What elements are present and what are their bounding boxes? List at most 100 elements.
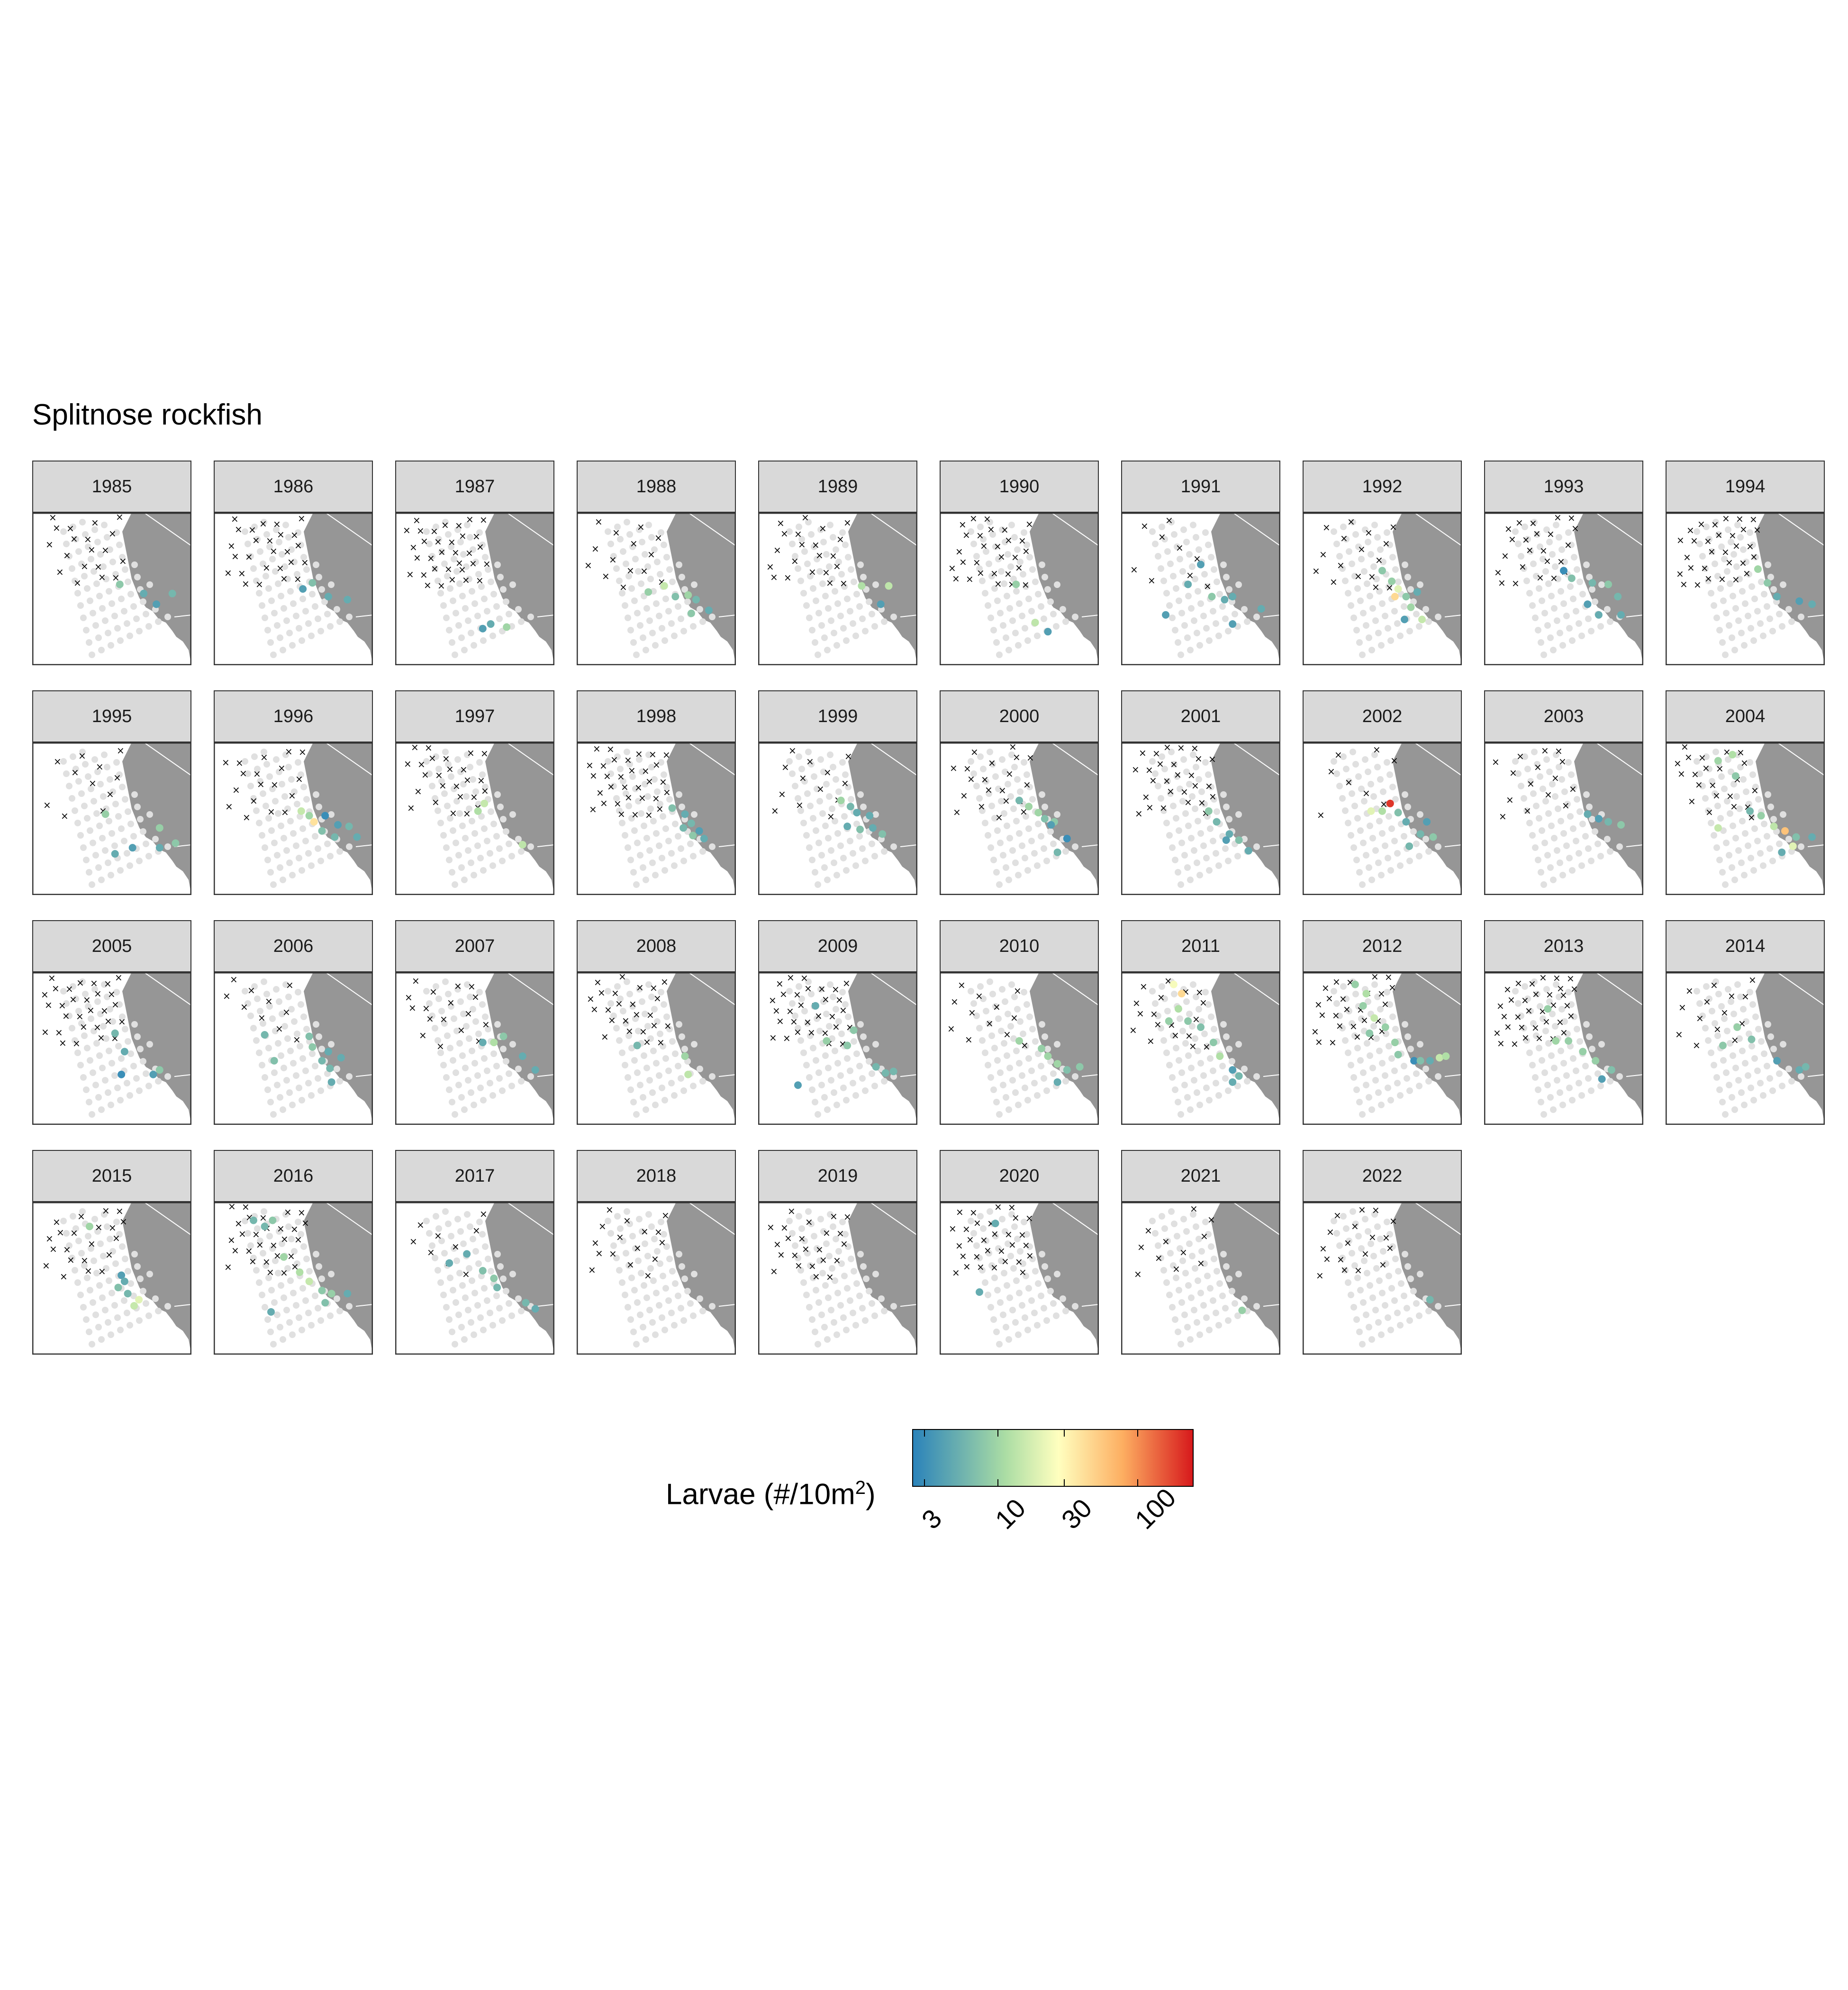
station-point xyxy=(1188,1294,1195,1301)
station-point xyxy=(1530,1020,1537,1027)
station-point xyxy=(1540,1111,1547,1118)
larvae-point xyxy=(318,827,326,835)
map-panel: × × × × × × × × × × × × × × × × × xyxy=(395,972,554,1125)
not-sampled-marker: × xyxy=(412,975,420,986)
station-point xyxy=(283,1307,290,1313)
station-point xyxy=(480,1097,487,1104)
not-sampled-marker: × xyxy=(808,1260,816,1272)
not-sampled-marker: × xyxy=(969,513,978,524)
station-point xyxy=(999,1216,1006,1222)
station-point xyxy=(834,600,841,607)
station-point xyxy=(127,1280,134,1287)
station-point xyxy=(1003,634,1009,641)
larvae-point xyxy=(1402,818,1410,826)
station-point xyxy=(1718,773,1725,780)
station-point xyxy=(1336,1242,1343,1249)
station-point xyxy=(1708,820,1714,826)
station-point xyxy=(1043,1317,1050,1324)
not-sampled-marker: × xyxy=(464,1008,472,1019)
station-point xyxy=(623,1020,629,1027)
station-point xyxy=(1576,808,1583,815)
station-point xyxy=(1367,593,1373,599)
station-point xyxy=(90,1069,96,1076)
station-point xyxy=(474,613,481,619)
station-point xyxy=(270,1111,277,1118)
station-point xyxy=(261,519,267,525)
station-point xyxy=(1371,981,1378,988)
larvae-point xyxy=(1418,615,1426,624)
larvae-point xyxy=(879,830,887,838)
station-point xyxy=(1210,1297,1216,1304)
not-sampled-marker: × xyxy=(414,786,422,797)
station-point xyxy=(869,841,875,847)
station-point xyxy=(1350,1074,1357,1081)
not-sampled-marker: × xyxy=(994,541,1002,552)
not-sampled-marker: × xyxy=(998,785,1006,796)
station-point xyxy=(826,563,833,570)
not-sampled-marker: × xyxy=(427,552,435,564)
not-sampled-marker: × xyxy=(1701,562,1709,574)
station-point xyxy=(481,1055,488,1062)
larvae-point xyxy=(1598,1075,1606,1083)
station-point xyxy=(1181,1082,1188,1088)
station-point xyxy=(679,574,685,580)
station-point xyxy=(1583,1021,1590,1028)
station-point xyxy=(1714,1032,1721,1039)
station-point xyxy=(305,620,312,627)
station-point xyxy=(616,1267,623,1274)
station-point xyxy=(266,1233,273,1239)
not-sampled-marker: × xyxy=(658,1237,666,1248)
station-point xyxy=(1377,776,1384,783)
station-point xyxy=(1197,600,1204,607)
map-svg: ×××××××××××××× xyxy=(577,513,736,665)
larvae-point xyxy=(684,1070,692,1078)
larvae-point xyxy=(1429,833,1437,841)
station-point xyxy=(433,983,439,990)
station-point xyxy=(87,827,93,834)
station-point xyxy=(1177,786,1183,792)
not-sampled-marker: × xyxy=(987,524,995,535)
station-point xyxy=(1363,622,1369,629)
station-point xyxy=(1696,1000,1703,1007)
station-point xyxy=(506,611,512,617)
land-shape xyxy=(1756,972,1825,1125)
larvae-point xyxy=(885,582,893,590)
station-point xyxy=(1585,1075,1592,1082)
map-panel: × × × × × × × × xyxy=(1303,742,1462,895)
not-sampled-marker: × xyxy=(836,534,844,545)
station-point xyxy=(134,804,141,810)
not-sampled-marker: × xyxy=(471,991,480,1003)
station-point xyxy=(136,1087,143,1094)
station-point xyxy=(651,776,658,783)
larvae-point xyxy=(250,1216,257,1224)
station-point xyxy=(1568,542,1575,548)
station-point xyxy=(281,563,288,570)
station-point xyxy=(108,872,114,878)
not-sampled-marker: × xyxy=(1743,568,1751,579)
station-point xyxy=(1366,1094,1372,1101)
station-point xyxy=(977,753,984,760)
not-sampled-marker: × xyxy=(1746,541,1754,552)
station-point xyxy=(308,633,315,639)
station-point xyxy=(1394,1080,1401,1086)
station-point xyxy=(133,1075,140,1082)
facet-strip-label: 2022 xyxy=(1303,1150,1462,1202)
station-point xyxy=(259,1292,265,1298)
station-point xyxy=(1020,1031,1026,1037)
station-point xyxy=(484,838,490,844)
station-point xyxy=(1041,845,1047,852)
station-point xyxy=(77,1062,84,1068)
larvae-point xyxy=(1719,1041,1727,1049)
not-sampled-marker: × xyxy=(962,1223,970,1235)
station-point xyxy=(828,617,834,624)
station-point xyxy=(1019,842,1025,849)
not-sampled-marker: × xyxy=(622,1015,630,1026)
larvae-point xyxy=(269,1216,277,1224)
not-sampled-marker: × xyxy=(839,1004,847,1016)
station-point xyxy=(102,617,109,624)
station-point xyxy=(290,830,297,837)
station-point xyxy=(850,1080,856,1086)
not-sampled-marker: × xyxy=(266,535,274,546)
not-sampled-marker: × xyxy=(802,1243,810,1255)
station-point xyxy=(423,988,430,995)
